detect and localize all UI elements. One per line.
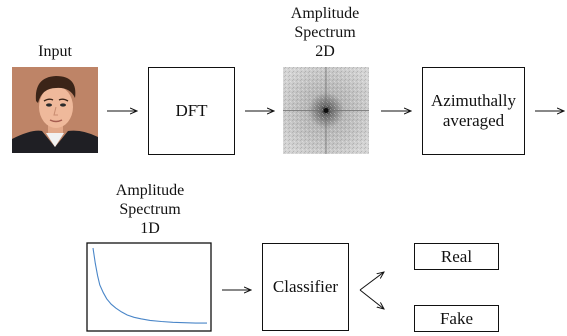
dft-box: DFT (148, 67, 235, 155)
classifier-box: Classifier (262, 243, 349, 331)
spectrum-1d-curve (92, 247, 207, 324)
spectrum-1d-frame (86, 242, 212, 332)
azimuthal-line2: averaged (442, 111, 505, 130)
spectrum-1d-label: Amplitude Spectrum 1D (115, 182, 185, 237)
real-box: Real (414, 243, 499, 270)
fake-label: Fake (439, 308, 474, 328)
fake-box: Fake (414, 305, 499, 332)
azimuthal-line1: Azimuthally (431, 91, 516, 110)
dft-label: DFT (175, 101, 208, 120)
input-label: Input (38, 43, 72, 60)
classifier-label: Classifier (272, 277, 339, 296)
arrow-classifier-real (359, 272, 384, 291)
azimuthal-box: Azimuthally averaged (422, 67, 525, 155)
spectrum-2d-label: Amplitude Spectrum 2D (290, 5, 360, 60)
real-label: Real (440, 246, 473, 266)
arrow-classifier-fake (359, 289, 384, 309)
